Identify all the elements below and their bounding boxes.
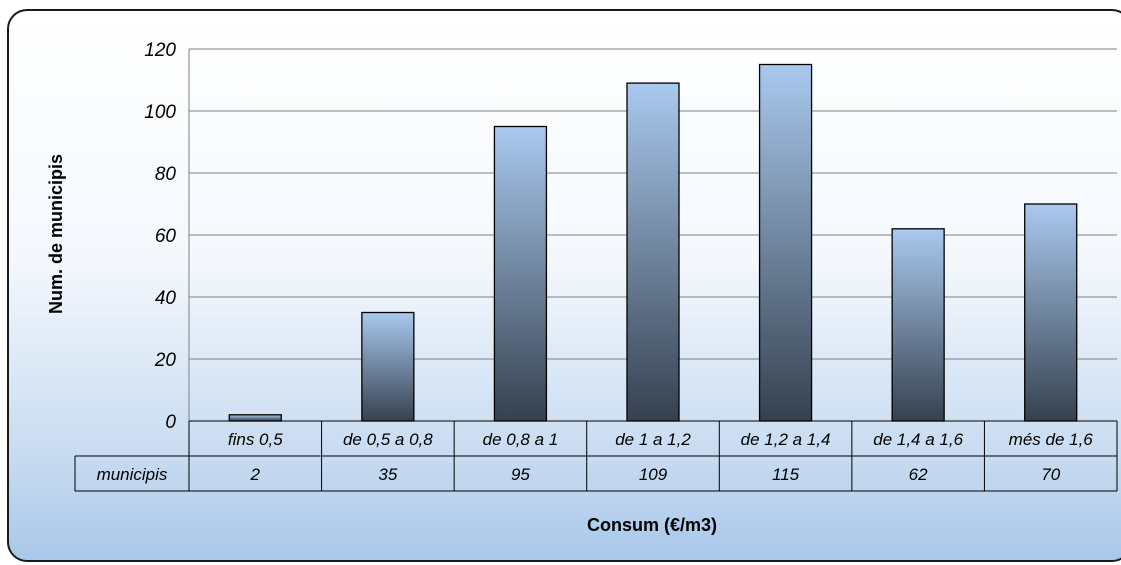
data-table-value: 95: [511, 465, 530, 484]
bar: [626, 82, 680, 422]
y-tick-label: 120: [144, 40, 176, 61]
y-tick-label: 20: [154, 350, 177, 371]
data-table-value: 70: [1041, 465, 1060, 484]
bar: [228, 414, 282, 422]
bar: [361, 311, 415, 422]
x-category-label: de 1 a 1,2: [615, 430, 691, 449]
data-table: fins 0,5 2 de 0,5 a 0,8 35 de 0,8 a 1 95 de 1 …: [74, 420, 1118, 492]
y-tick-labels: 0 20 40 60 80 100 120: [144, 40, 176, 433]
y-tick-label: 80: [155, 164, 177, 185]
y-tick-label: 40: [155, 288, 177, 309]
y-tick-label: 0: [165, 412, 176, 433]
x-category-label: de 1,4 a 1,6: [873, 430, 963, 449]
y-tick-label: 60: [155, 226, 177, 247]
data-table-value: 109: [639, 465, 668, 484]
data-table-value: 115: [772, 465, 800, 484]
bar: [758, 63, 813, 422]
x-axis-title: Consum (€/m3): [587, 515, 717, 535]
data-table-value: 2: [250, 465, 261, 484]
x-category-label: de 1,2 a 1,4: [741, 430, 831, 449]
bar: [891, 228, 945, 422]
x-category-label: fins 0,5: [228, 430, 283, 449]
data-table-value: 35: [378, 465, 397, 484]
series-name-label: municipis: [97, 465, 168, 484]
data-table-value: 62: [909, 465, 928, 484]
bar: [493, 125, 548, 422]
bar: [1024, 203, 1078, 422]
y-tick-label: 100: [144, 102, 176, 123]
x-category-label: de 0,5 a 0,8: [343, 430, 433, 449]
y-axis-title: Num. de municipis: [46, 154, 66, 314]
x-category-label: més de 1,6: [1009, 430, 1094, 449]
bars: [228, 63, 1078, 422]
x-category-label: de 0,8 a 1: [483, 430, 559, 449]
